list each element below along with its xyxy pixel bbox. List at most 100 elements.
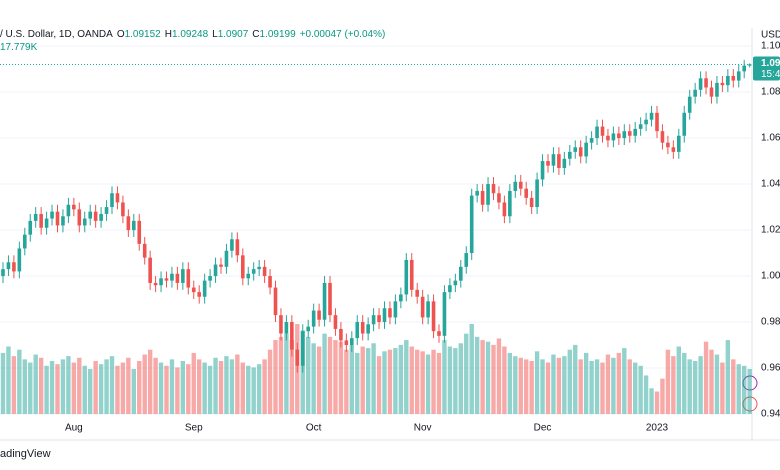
candle-body (317, 310, 321, 320)
ohlc-key: O (116, 29, 125, 40)
volume-bar (458, 343, 463, 414)
volume-bar (349, 344, 354, 414)
candle-body (72, 204, 76, 210)
volume-bar (115, 365, 120, 414)
candle-body (540, 161, 545, 180)
candle-body (524, 188, 528, 198)
candle-body (382, 308, 387, 323)
symbol-title: / U.S. Dollar, 1D, OANDA (0, 29, 113, 40)
candle-body (115, 193, 120, 203)
volume-bar (513, 356, 518, 414)
candle-body (104, 207, 109, 214)
volume-bar (88, 369, 93, 414)
candle-body (633, 128, 637, 136)
volume-bar (0, 352, 6, 414)
candle-body (279, 315, 283, 334)
candle-body (77, 209, 82, 226)
volume-bar (594, 359, 600, 414)
candle-body (584, 142, 588, 157)
ohlc-key: L (212, 29, 218, 40)
candle-body (409, 259, 414, 290)
volume-bar (273, 340, 278, 414)
candle-body (682, 112, 687, 136)
candle-body (82, 218, 87, 226)
volume-bar (246, 365, 251, 414)
candle-body (170, 273, 174, 281)
candle-body (344, 340, 349, 346)
volume-bar (725, 340, 731, 414)
candle-body (399, 294, 403, 302)
candle-body (600, 126, 605, 136)
volume-bar (376, 356, 382, 414)
volume-bar (551, 354, 556, 414)
countdown: 15:4 (761, 69, 780, 80)
ohlc-key: H (164, 29, 172, 40)
volume-bar (327, 336, 333, 414)
volume-bar (180, 360, 186, 414)
candle-body (246, 273, 251, 279)
candle-body (453, 280, 458, 286)
candle-body (208, 276, 212, 281)
volume-bar (518, 357, 523, 414)
volume-bar (360, 346, 365, 414)
volume-bar (524, 359, 529, 414)
candle-body (469, 195, 474, 254)
candle-body (377, 315, 381, 323)
volume-bar (622, 348, 627, 414)
candle-body (557, 154, 561, 168)
candle-body (442, 292, 447, 336)
candle-body (622, 131, 627, 139)
volume-bar (453, 348, 458, 414)
volume-bar (638, 365, 643, 414)
candle-body (339, 328, 343, 341)
candle-body (235, 239, 240, 256)
volume-bar (583, 352, 589, 414)
candle-body (328, 282, 332, 316)
volume-bar (311, 343, 316, 414)
candle-body (61, 216, 65, 226)
volume-bar (71, 362, 77, 414)
candle-body (687, 96, 692, 113)
candle-body (698, 78, 703, 90)
candle-body (464, 253, 469, 267)
volume-label: 17.779K (0, 42, 38, 53)
volume-bar (142, 354, 147, 414)
volume-bar (442, 340, 447, 414)
volume-bar (464, 333, 469, 414)
y-tick-label: 0.96 (761, 363, 780, 374)
ohlc-key: C (252, 29, 260, 40)
candle-body (39, 213, 43, 228)
candle-body (573, 147, 578, 152)
candle-body (671, 147, 676, 152)
volume-bar (540, 359, 545, 414)
y-tick-label: 1.10 (761, 41, 780, 52)
change: +0.00047 (+0.04%) (299, 29, 386, 40)
candle-body (518, 181, 523, 189)
candle-body (300, 331, 305, 366)
candle-body (17, 248, 22, 272)
candle-body (6, 262, 11, 270)
candle-body (1, 269, 5, 277)
volume-bar (82, 365, 87, 414)
volume-bar (676, 346, 681, 414)
volume-bar (120, 362, 126, 414)
ohlc-value: 1.09248 (171, 29, 209, 40)
x-tick-label: Dec (534, 423, 552, 434)
volume-bar (344, 349, 349, 414)
volume-bar (33, 354, 38, 414)
volume-bar (316, 346, 322, 414)
volume-bar (682, 352, 687, 414)
volume-bar (126, 357, 131, 414)
candle-body (262, 266, 267, 277)
candle-body (306, 326, 310, 332)
candle-body (491, 184, 496, 194)
candle-body (644, 119, 648, 125)
candle-body (459, 266, 463, 281)
volume-bar (616, 352, 622, 414)
candle-body (415, 289, 419, 297)
candle-body (747, 64, 752, 66)
volume-bar (654, 391, 660, 414)
volume-bar (355, 352, 360, 414)
volume-bar (469, 324, 474, 414)
candle-body (273, 287, 278, 316)
